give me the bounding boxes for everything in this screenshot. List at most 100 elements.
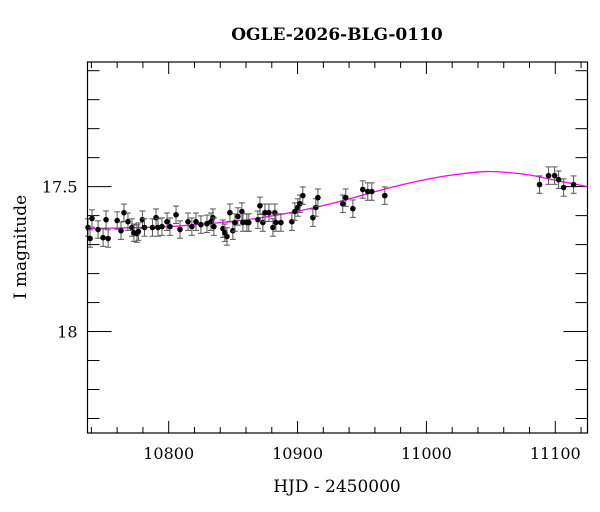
data-point xyxy=(291,202,298,221)
data-point xyxy=(555,170,562,189)
point-marker xyxy=(189,223,195,230)
point-marker xyxy=(257,202,263,209)
point-marker xyxy=(246,219,252,226)
point-marker xyxy=(230,227,236,234)
x-axis-label: HJD - 2450000 xyxy=(273,477,401,497)
y-axis-label: I magnitude xyxy=(11,195,31,299)
data-point xyxy=(105,229,112,248)
data-point xyxy=(381,186,388,205)
point-marker xyxy=(551,172,558,179)
data-point xyxy=(177,220,184,239)
data-point xyxy=(124,212,131,231)
point-marker xyxy=(555,176,562,183)
chart-title: OGLE-2026-BLG-0110 xyxy=(231,25,443,45)
point-marker xyxy=(224,233,230,240)
point-marker xyxy=(173,211,179,218)
data-point xyxy=(359,180,366,199)
point-marker xyxy=(273,219,279,226)
point-marker xyxy=(315,194,321,201)
point-marker xyxy=(89,215,95,222)
point-marker xyxy=(141,224,148,231)
x-tick-label: 10900 xyxy=(272,444,323,463)
point-marker xyxy=(272,209,278,216)
data-point xyxy=(342,188,349,207)
data-point xyxy=(545,166,552,185)
point-marker xyxy=(536,181,543,188)
data-point xyxy=(245,213,252,232)
model-curve-group xyxy=(87,170,588,230)
point-marker xyxy=(105,235,111,242)
data-point xyxy=(551,166,558,185)
data-point xyxy=(164,212,171,231)
point-marker xyxy=(232,219,238,226)
point-marker xyxy=(266,209,272,216)
data-point xyxy=(197,215,204,234)
model-curve xyxy=(87,170,588,230)
point-marker xyxy=(292,208,298,215)
point-marker xyxy=(121,209,127,216)
point-marker xyxy=(342,194,349,201)
data-point xyxy=(314,188,321,207)
data-point xyxy=(238,202,245,221)
data-point xyxy=(114,211,121,230)
point-marker xyxy=(211,223,217,230)
data-point xyxy=(560,178,567,197)
y-tick-label: 18 xyxy=(57,323,77,342)
point-marker xyxy=(350,205,356,212)
point-marker xyxy=(255,216,261,223)
data-point xyxy=(272,213,279,232)
point-marker xyxy=(364,188,371,195)
point-marker xyxy=(227,209,233,216)
point-marker xyxy=(87,235,93,242)
point-marker xyxy=(100,234,106,241)
data-point xyxy=(231,213,238,232)
data-point xyxy=(188,217,195,236)
data-point xyxy=(103,210,110,229)
point-marker xyxy=(198,221,204,228)
data-point xyxy=(309,208,316,227)
data-point xyxy=(135,222,142,241)
point-marker xyxy=(339,200,346,207)
data-point xyxy=(288,212,295,231)
point-marker xyxy=(103,216,109,223)
data-point xyxy=(299,186,306,205)
data-point xyxy=(203,214,210,233)
point-marker xyxy=(368,188,375,195)
point-marker xyxy=(262,209,268,216)
point-marker xyxy=(135,228,142,235)
point-marker xyxy=(278,219,284,226)
point-marker xyxy=(570,181,577,188)
point-marker xyxy=(297,200,303,207)
point-marker xyxy=(159,223,165,230)
data-point xyxy=(368,182,375,201)
point-marker xyxy=(129,224,135,231)
point-marker xyxy=(560,184,567,191)
data-point xyxy=(265,203,272,222)
data-point xyxy=(193,212,200,231)
data-point xyxy=(100,228,107,247)
data-point xyxy=(173,205,180,224)
data-point xyxy=(166,217,173,236)
y-tick-label: 17.5 xyxy=(42,178,78,197)
point-marker xyxy=(235,213,241,220)
data-point xyxy=(223,227,230,246)
data-point xyxy=(256,196,263,215)
plot-frame xyxy=(86,61,589,434)
data-point xyxy=(87,229,94,248)
point-marker xyxy=(177,226,183,233)
data-point xyxy=(118,221,125,240)
point-marker xyxy=(193,218,199,225)
point-marker xyxy=(185,218,191,225)
point-marker xyxy=(239,208,245,215)
point-marker xyxy=(270,224,276,231)
point-marker xyxy=(167,223,173,230)
axis-ticks: 10800 10900 11000 11100 17.5 18 xyxy=(42,62,588,463)
data-point xyxy=(226,203,233,222)
x-tick-label: 11100 xyxy=(530,444,581,463)
point-marker xyxy=(545,172,552,179)
point-marker xyxy=(381,192,388,199)
data-point xyxy=(349,199,356,218)
data-point xyxy=(234,207,241,226)
data-point xyxy=(149,218,156,237)
